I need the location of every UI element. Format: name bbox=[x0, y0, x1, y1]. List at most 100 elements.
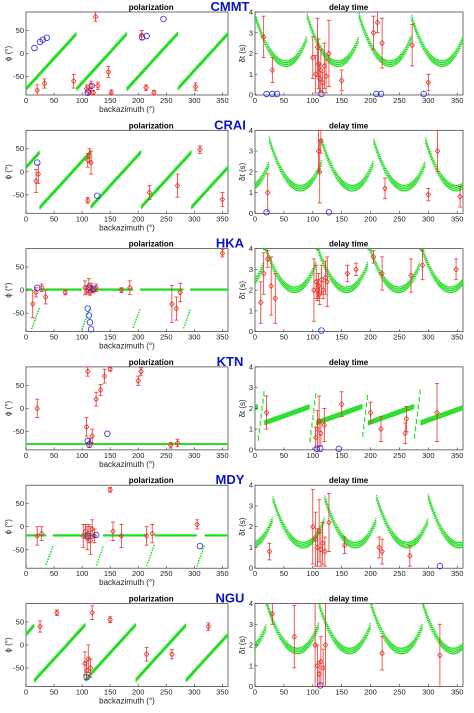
model-point bbox=[417, 32, 419, 34]
model-point bbox=[430, 153, 432, 155]
model-point bbox=[454, 50, 456, 52]
model-point bbox=[57, 51, 59, 54]
model-point bbox=[32, 325, 34, 327]
model-point bbox=[264, 169, 266, 172]
model-point bbox=[30, 81, 32, 83]
model-point bbox=[406, 43, 408, 45]
x-tick-label: 0 bbox=[24, 333, 28, 342]
model-point bbox=[133, 324, 135, 326]
model-point bbox=[388, 174, 391, 176]
model-point bbox=[31, 327, 33, 330]
model-point bbox=[33, 78, 35, 80]
model-point bbox=[370, 42, 372, 45]
model-point bbox=[312, 176, 314, 178]
model-point bbox=[279, 165, 282, 167]
model-point bbox=[58, 50, 60, 53]
model-point bbox=[458, 44, 460, 46]
model-point bbox=[363, 177, 365, 180]
y-axis-label: ϕ (°) bbox=[4, 282, 13, 298]
model-point bbox=[44, 65, 47, 68]
station-label: CMMT bbox=[211, 0, 250, 14]
model-point bbox=[441, 175, 443, 177]
model-point bbox=[302, 44, 304, 46]
model-point bbox=[80, 288, 83, 290]
model-point bbox=[33, 322, 35, 325]
model-point bbox=[371, 162, 373, 165]
model-point bbox=[311, 177, 313, 179]
model-point bbox=[440, 173, 443, 176]
model-point bbox=[416, 175, 419, 177]
y-axis-label: ϕ (°) bbox=[4, 46, 13, 62]
model-point bbox=[186, 317, 188, 319]
model-point bbox=[275, 155, 277, 157]
model-point bbox=[367, 37, 370, 39]
model-point bbox=[325, 149, 327, 151]
model-point bbox=[332, 166, 334, 168]
x-tick-label: 350 bbox=[216, 214, 229, 223]
model-point bbox=[338, 175, 340, 177]
model-point bbox=[274, 152, 276, 155]
model-point bbox=[339, 176, 341, 179]
model-point bbox=[271, 145, 273, 147]
x-tick-label: 150 bbox=[104, 96, 117, 105]
x-tick-label: 100 bbox=[307, 214, 320, 223]
model-point bbox=[427, 51, 430, 53]
axes-frame bbox=[254, 129, 464, 214]
model-point bbox=[269, 48, 272, 50]
model-point bbox=[331, 164, 333, 167]
model-point bbox=[426, 50, 429, 52]
model-point bbox=[456, 47, 458, 49]
model-point bbox=[373, 139, 375, 142]
model-point bbox=[38, 308, 40, 310]
x-tick-label: 200 bbox=[132, 333, 145, 342]
model-curves bbox=[25, 31, 229, 92]
model-point bbox=[411, 14, 413, 17]
model-point bbox=[366, 172, 369, 174]
model-point bbox=[410, 35, 412, 37]
y-tick-label: 50 bbox=[16, 263, 24, 272]
model-point bbox=[360, 18, 362, 20]
model-point bbox=[260, 29, 262, 31]
model-point bbox=[462, 186, 464, 188]
model-point bbox=[287, 177, 289, 179]
model-point bbox=[428, 148, 431, 150]
model-point bbox=[422, 42, 424, 44]
model-point bbox=[376, 149, 379, 151]
model-point bbox=[365, 173, 368, 176]
model-point bbox=[272, 147, 274, 150]
model-point bbox=[377, 53, 380, 56]
model-point bbox=[368, 168, 370, 171]
model-point bbox=[401, 51, 404, 53]
model-point bbox=[295, 54, 297, 56]
model-point bbox=[46, 63, 48, 66]
model-point bbox=[268, 136, 271, 138]
model-point bbox=[294, 55, 296, 57]
model-point bbox=[461, 38, 463, 40]
model-point bbox=[283, 171, 285, 174]
panel-title: delay time bbox=[329, 121, 369, 130]
model-point bbox=[284, 173, 286, 175]
x-tick-label: 250 bbox=[160, 96, 173, 105]
model-point bbox=[462, 182, 464, 184]
x-tick-label: 350 bbox=[216, 333, 229, 342]
model-point bbox=[335, 171, 337, 173]
model-point bbox=[386, 169, 388, 171]
model-point bbox=[315, 171, 317, 174]
x-tick-label: 0 bbox=[24, 214, 28, 223]
model-point bbox=[373, 138, 375, 140]
model-point bbox=[372, 160, 374, 162]
model-point bbox=[37, 73, 39, 75]
model-point bbox=[326, 152, 328, 154]
model-point bbox=[131, 288, 134, 290]
model-point bbox=[296, 53, 298, 55]
model-point bbox=[49, 60, 51, 63]
model-point bbox=[355, 41, 357, 43]
model-point bbox=[379, 156, 382, 158]
model-point bbox=[385, 167, 387, 170]
model-point bbox=[126, 89, 128, 92]
axes-frame bbox=[254, 248, 464, 332]
model-point bbox=[261, 174, 263, 176]
y-tick-label: -50 bbox=[13, 190, 24, 199]
x-tick-label: 350 bbox=[451, 214, 464, 223]
